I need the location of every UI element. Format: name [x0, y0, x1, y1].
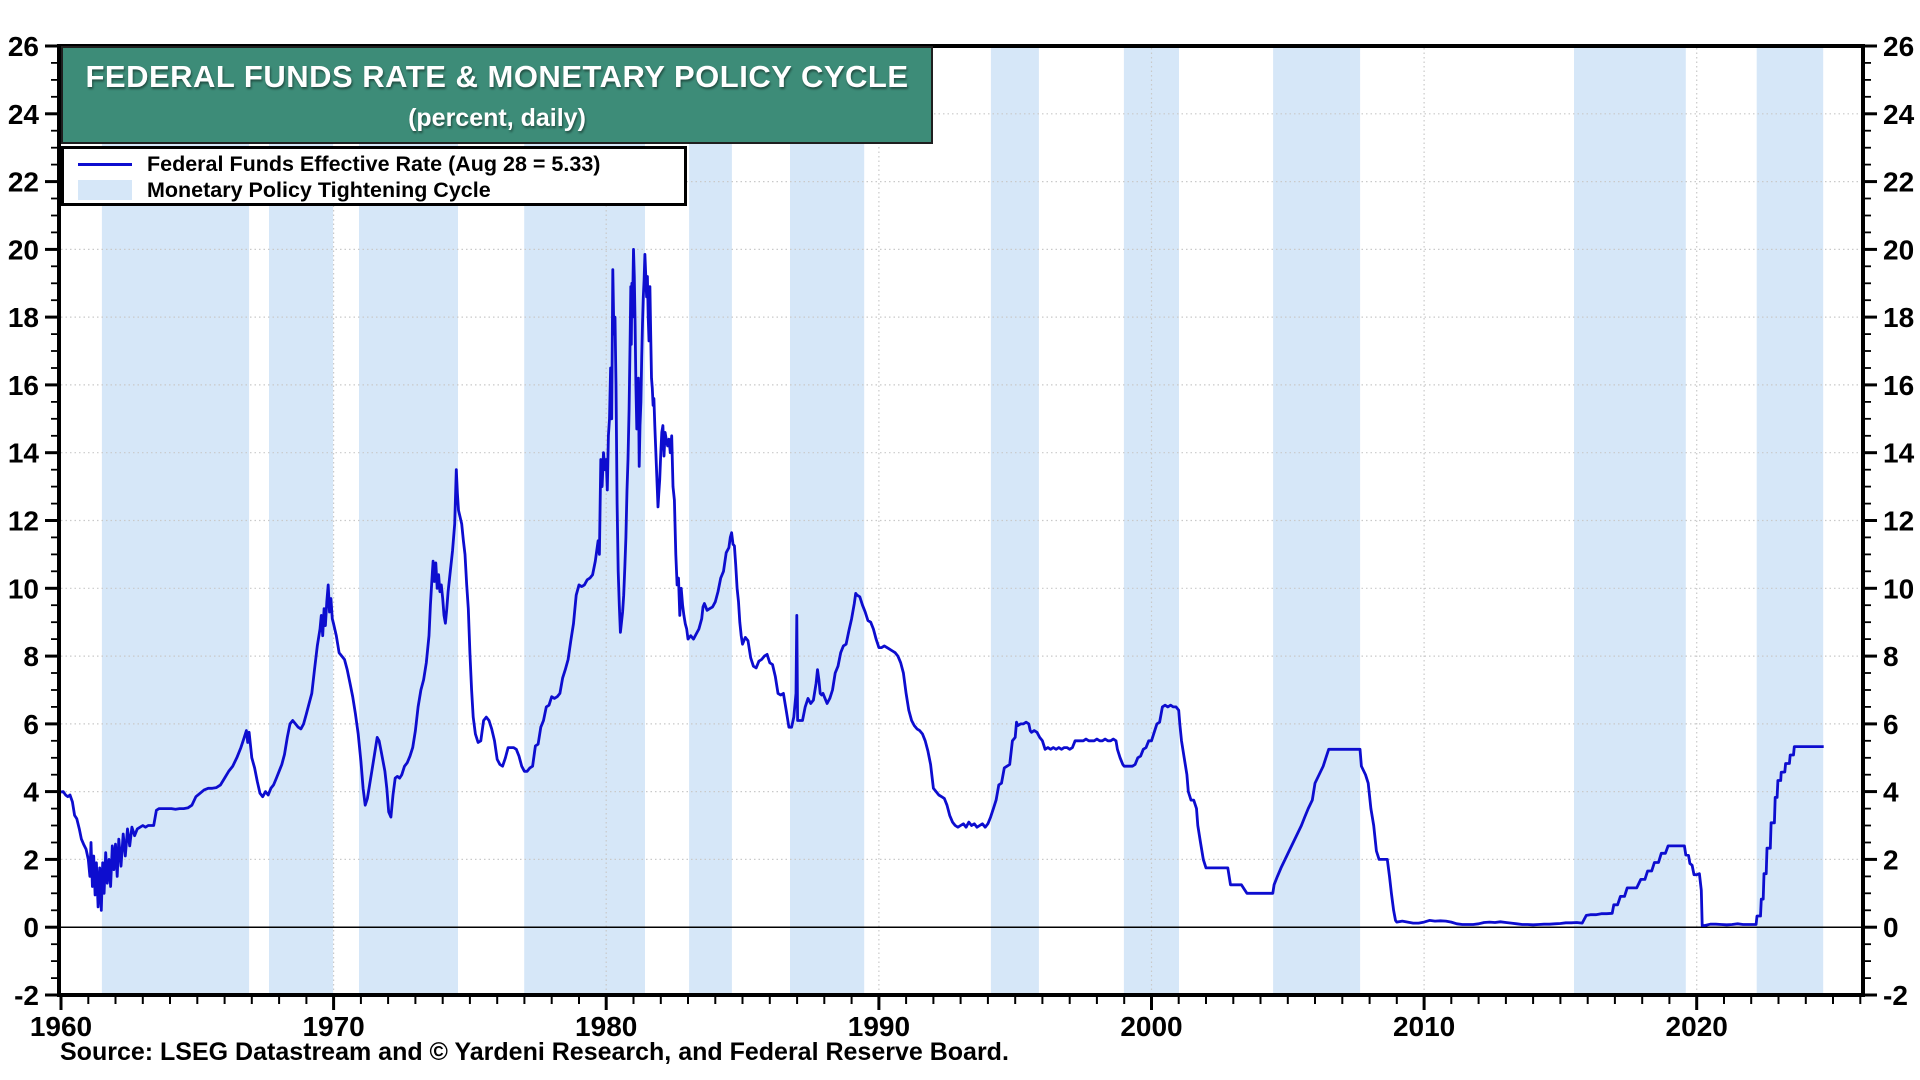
x-tick-label: 1960	[30, 1011, 92, 1042]
y-tick-label-left: 22	[8, 167, 39, 198]
y-tick-label-right: 18	[1883, 302, 1914, 333]
x-tick-label: 2000	[1120, 1011, 1182, 1042]
tightening-band	[990, 48, 1039, 993]
y-tick-label-right: 10	[1883, 573, 1914, 604]
x-tick-label: 2010	[1393, 1011, 1455, 1042]
tightening-band	[1574, 48, 1686, 993]
y-tick-label-right: 16	[1883, 370, 1914, 401]
legend-band-swatch	[78, 180, 132, 201]
y-tick-label-left: 2	[23, 844, 39, 875]
legend-row-cycle: Monetary Policy Tightening Cycle	[78, 178, 684, 204]
y-tick-label-right: 22	[1883, 167, 1914, 198]
y-tick-label-right: 26	[1883, 31, 1914, 62]
y-tick-label-left: 26	[8, 31, 39, 62]
y-tick-label-right: 0	[1883, 912, 1899, 943]
legend-line-swatch	[78, 163, 132, 167]
y-tick-label-right: 2	[1883, 844, 1899, 875]
rate-line	[60, 247, 1824, 927]
y-tick-label-left: 12	[8, 506, 39, 537]
legend-label-rate: Federal Funds Effective Rate (Aug 28 = 5…	[147, 152, 601, 176]
legend-label-cycle: Monetary Policy Tightening Cycle	[147, 177, 491, 202]
y-tick-label-left: 0	[23, 912, 39, 943]
source-note: Source: LSEG Datastream and © Yardeni Re…	[60, 1038, 1009, 1066]
x-tick-label: 2020	[1666, 1011, 1728, 1042]
chart-title-box: FEDERAL FUNDS RATE & MONETARY POLICY CYC…	[61, 46, 933, 144]
y-tick-label-left: 10	[8, 573, 39, 604]
chart-subtitle: (percent, daily)	[408, 104, 586, 132]
y-tick-label-right: 8	[1883, 641, 1899, 672]
chart-legend: Federal Funds Effective Rate (Aug 28 = 5…	[61, 146, 687, 206]
y-tick-label-right: 14	[1883, 438, 1915, 469]
x-tick-label: 1970	[302, 1011, 364, 1042]
y-tick-label-left: -2	[14, 980, 39, 1011]
x-tick-label: 1980	[575, 1011, 637, 1042]
y-tick-label-right: 24	[1883, 99, 1915, 130]
plot-frame	[57, 44, 1865, 997]
x-tick-label: 1990	[848, 1011, 910, 1042]
y-tick-label-right: -2	[1883, 980, 1908, 1011]
y-tick-label-right: 6	[1883, 709, 1899, 740]
y-tick-label-left: 20	[8, 234, 39, 265]
y-tick-label-left: 6	[23, 709, 39, 740]
y-tick-label-left: 8	[23, 641, 39, 672]
legend-row-rate: Federal Funds Effective Rate (Aug 28 = 5…	[78, 152, 684, 178]
y-tick-label-left: 14	[8, 438, 40, 469]
y-tick-label-right: 12	[1883, 506, 1914, 537]
y-tick-label-left: 18	[8, 302, 39, 333]
y-tick-label-right: 20	[1883, 234, 1914, 265]
y-tick-label-right: 4	[1883, 777, 1899, 808]
y-tick-label-left: 24	[8, 99, 40, 130]
y-tick-label-left: 16	[8, 370, 39, 401]
y-tick-label-left: 4	[23, 777, 39, 808]
chart-title: FEDERAL FUNDS RATE & MONETARY POLICY CYC…	[85, 59, 909, 94]
